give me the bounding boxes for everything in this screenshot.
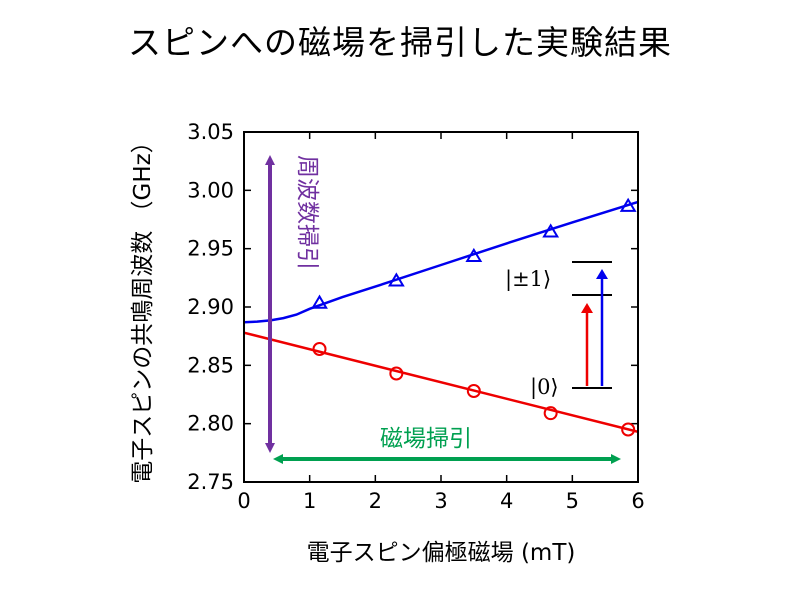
slide-title: スピンへの磁場を掃引した実験結果 (128, 23, 672, 62)
field-sweep-label: 磁場掃引 (380, 426, 472, 452)
circle-marker (466, 384, 481, 398)
y-tick-label: 3.00 (187, 178, 234, 202)
level-plus-minus-one-label: |±1⟩ (505, 267, 551, 292)
x-tick-label: 5 (566, 489, 579, 513)
y-axis-label: 電子スピンの共鳴周波数 （GHz） (130, 130, 156, 484)
x-tick-label: 3 (434, 489, 447, 513)
x-tick-label: 4 (500, 489, 513, 513)
y-tick-label: 2.80 (187, 412, 234, 436)
triangle-marker (465, 247, 483, 263)
x-axis-label: 電子スピン偏極磁場 (mT) (307, 540, 576, 566)
fit-line-circle (244, 331, 638, 434)
y-tick-label: 2.85 (187, 353, 234, 377)
plot-frame (243, 131, 639, 483)
x-tick-label: 2 (369, 489, 382, 513)
triangle-marker (387, 272, 405, 287)
level-zero-label: |0⟩ (530, 375, 559, 400)
triangle-marker (542, 223, 560, 238)
x-tick-label: 0 (237, 489, 250, 513)
x-tick-label: 1 (303, 489, 316, 513)
circle-marker (389, 366, 404, 381)
y-tick-label: 2.75 (187, 470, 234, 494)
x-tick-label: 6 (631, 489, 644, 513)
circle-marker (621, 422, 636, 437)
y-tick-label: 2.95 (187, 237, 234, 261)
y-tick-label: 2.90 (187, 295, 234, 319)
y-tick-label: 3.05 (187, 120, 234, 144)
markers-layer (311, 197, 637, 437)
circle-marker (543, 406, 558, 421)
freq-sweep-label: 周波数掃引 (294, 155, 320, 270)
triangle-marker (619, 197, 637, 212)
ticks-layer: 0 1 2 3 4 5 6 2.75 2.80 2.85 2.90 2.95 3.00 3.05 (187, 120, 644, 513)
triangle-marker (311, 294, 328, 309)
circle-marker (312, 342, 327, 356)
